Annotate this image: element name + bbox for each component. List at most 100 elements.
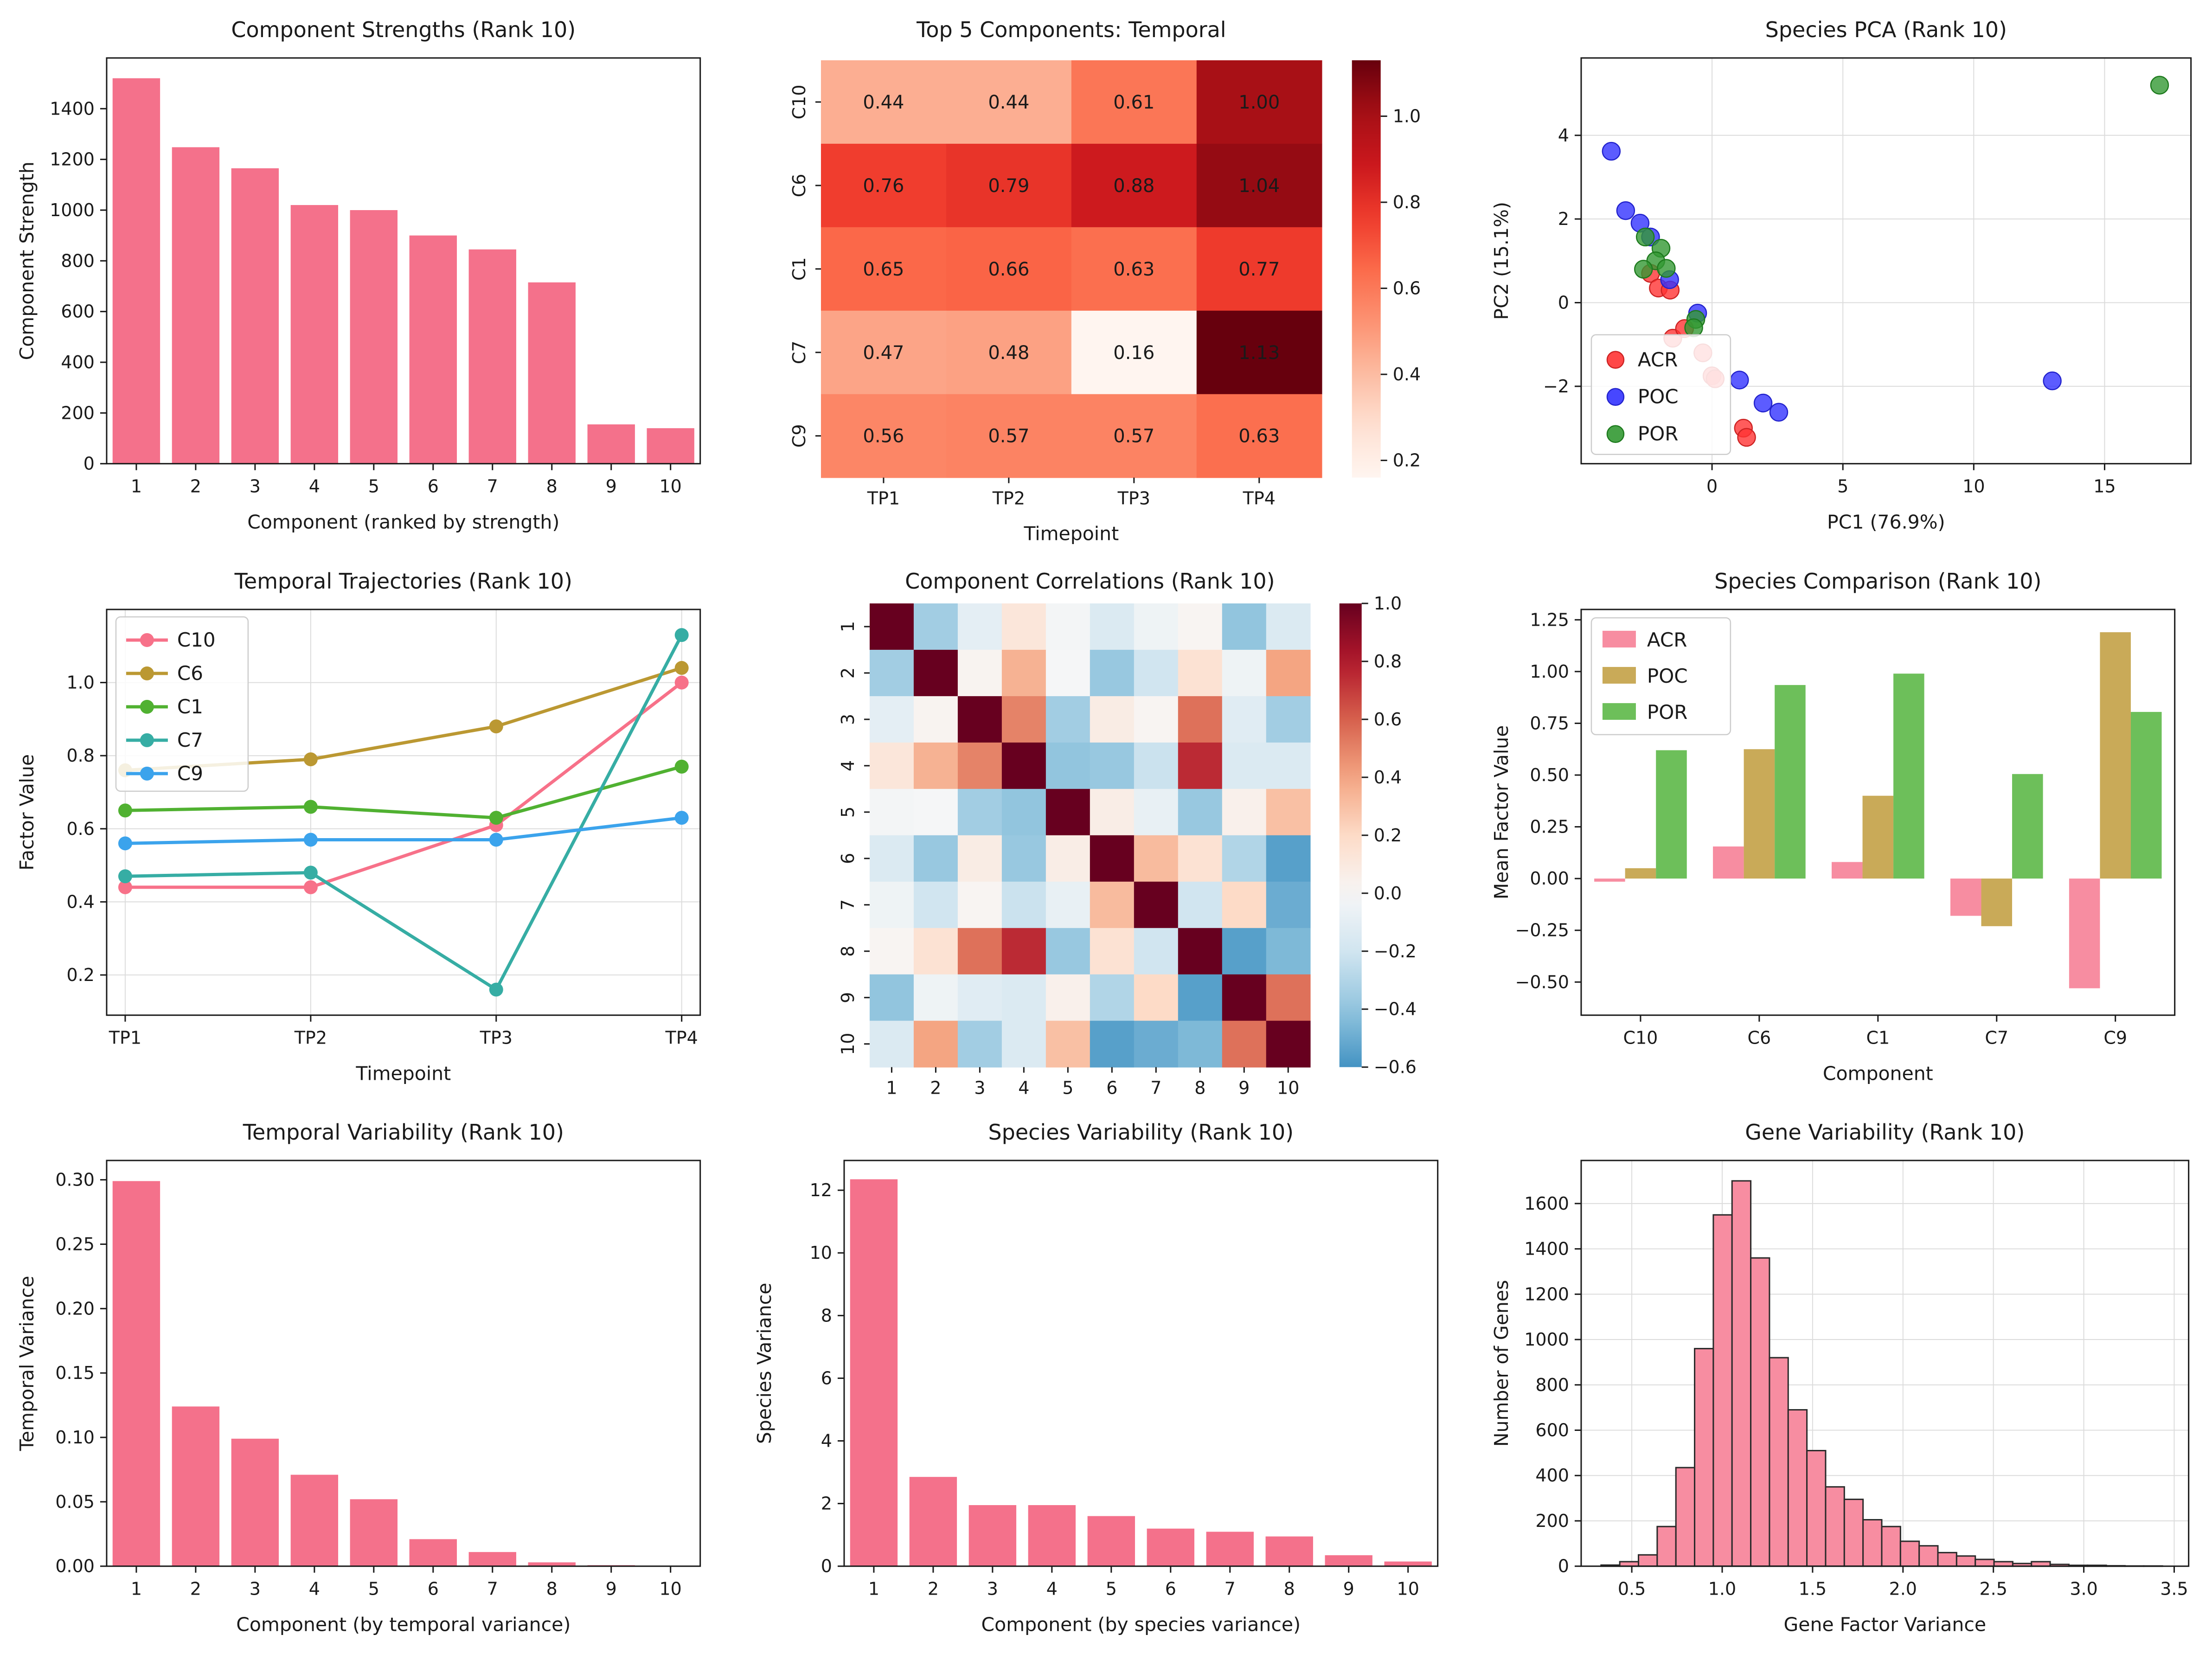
heat-cell [1178, 603, 1223, 650]
bar [350, 210, 398, 464]
chart-title: Top 5 Components: Temporal [916, 17, 1226, 42]
hist-bar [1731, 1180, 1752, 1567]
heat-cell [913, 928, 958, 975]
legend-label: C6 [177, 662, 203, 685]
heat-cell [1045, 742, 1090, 789]
legend: C10 C6 C1 C7 C9 [115, 616, 249, 792]
row-label: 3 [838, 713, 858, 724]
x-tick-label: 2 [927, 1579, 938, 1599]
bar [850, 1179, 898, 1567]
line-C9 [125, 816, 682, 845]
heat-cell [913, 789, 958, 836]
marker-C10 [303, 880, 318, 894]
heat-cell [1266, 881, 1311, 929]
x-tick-label: 15 [2094, 476, 2116, 497]
hist-bar [1656, 1526, 1677, 1567]
cell-value: 1.13 [1238, 342, 1280, 364]
heat-cell [1134, 928, 1179, 975]
x-axis-label: Component [1823, 1062, 1933, 1084]
bar-POR [2131, 712, 2162, 878]
hist-bar [1918, 1545, 1939, 1567]
chart-title: Component Strengths (Rank 10) [231, 17, 576, 42]
legend-box [115, 616, 249, 792]
x-tick-label: TP1 [109, 1027, 141, 1048]
y-tick-label: 0.00 [1530, 868, 1570, 889]
y-axis-label: Mean Factor Value [1490, 725, 1513, 899]
bar [468, 249, 516, 464]
bar [468, 1552, 516, 1567]
hist-bar [1750, 1257, 1770, 1567]
x-tick-label: C1 [1866, 1027, 1890, 1048]
y-tick-label: 2 [1558, 209, 1569, 229]
x-tick-label: 3.0 [2070, 1579, 2098, 1599]
x-axis-label: Timepoint [355, 1062, 451, 1084]
heat-cell [913, 649, 958, 697]
marker-C6 [303, 752, 318, 766]
row-label: C10 [789, 85, 809, 120]
row-label: C6 [789, 174, 809, 198]
bar [1028, 1505, 1076, 1567]
axes-frame [1580, 57, 2192, 465]
hist-bar [1638, 1554, 1658, 1567]
marker-C7 [489, 982, 503, 997]
row-label: 6 [838, 853, 858, 864]
y-tick-label: 1400 [1525, 1239, 1570, 1259]
y-tick-label: 800 [1536, 1375, 1570, 1395]
heat-cell [869, 649, 914, 697]
legend-label: POC [1638, 385, 1679, 408]
cell-value: 0.65 [863, 259, 904, 280]
hist-bar [1788, 1409, 1808, 1567]
x-tick-label: 7 [487, 1579, 498, 1599]
heat-cell [1178, 789, 1223, 836]
heat-cell [1178, 928, 1223, 975]
y-tick-label: 1200 [1525, 1284, 1570, 1305]
heat-cell [1178, 696, 1223, 743]
bar-POC [1981, 878, 2013, 926]
heat-cell [1001, 603, 1046, 650]
hist-bar [1862, 1519, 1883, 1567]
bar [587, 424, 635, 464]
cell-value: 0.77 [1238, 259, 1280, 280]
cell-value: 0.48 [988, 342, 1029, 364]
marker-C1 [118, 803, 132, 818]
hist-bar [1712, 1214, 1733, 1567]
legend-label: POR [1638, 423, 1679, 445]
heat-cell [1045, 603, 1090, 650]
heat-cell [821, 394, 947, 478]
plot: 0.44 0.44 0.61 1.00 0.76 0.79 0.88 1.04 0.65 0.66… [789, 17, 1421, 545]
heat-cell [869, 835, 914, 882]
col-label: TP4 [1242, 488, 1275, 509]
cell-value: 0.16 [1113, 342, 1154, 364]
cell-value: 0.76 [863, 175, 904, 197]
chart-species-comparison: C10 C6 C1 C7 C9 −0.50 −0.25 0.00 0.25 0.50 0.75 1.0… [1490, 569, 2176, 1084]
colorbar-tick-label: 1.0 [1373, 593, 1401, 614]
heat-cell [913, 696, 958, 743]
legend-swatch [1603, 630, 1636, 647]
heat-cell [1222, 928, 1267, 975]
heat-cell [1222, 835, 1267, 882]
plot: 0 5 10 15 −2 0 2 4 Species PCA (Rank 10) PC1 (76.… [1490, 17, 2192, 533]
heat-cell [946, 227, 1072, 311]
bar-POC [2100, 632, 2131, 878]
bar-POR [1656, 750, 1687, 878]
heat-cell [1178, 742, 1223, 789]
heat-cell [913, 835, 958, 882]
hist-bar [1937, 1552, 1958, 1567]
bar [112, 78, 160, 464]
heat-cell [957, 1020, 1002, 1068]
row-label: C1 [789, 257, 809, 281]
y-tick-label: 0.00 [55, 1556, 95, 1577]
y-tick-label: 0.20 [55, 1299, 95, 1319]
x-tick-label: 9 [606, 476, 617, 497]
heat-cell [1045, 881, 1090, 929]
colorbar-tick-label: −0.6 [1373, 1057, 1416, 1077]
chart-temporal-trajectories: TP1 TP2 TP3 TP4 0.2 0.4 0.6 0.8 1.0 Temporal Traj… [16, 569, 701, 1084]
row-label: C7 [789, 340, 809, 364]
y-tick-label: −2 [1543, 376, 1569, 397]
legend-marker [1607, 388, 1625, 406]
x-tick-label: 4 [309, 476, 320, 497]
legend-marker [140, 766, 154, 781]
colorbar-tick-label: 0.4 [1392, 364, 1420, 385]
cell-value: 0.56 [863, 426, 904, 447]
